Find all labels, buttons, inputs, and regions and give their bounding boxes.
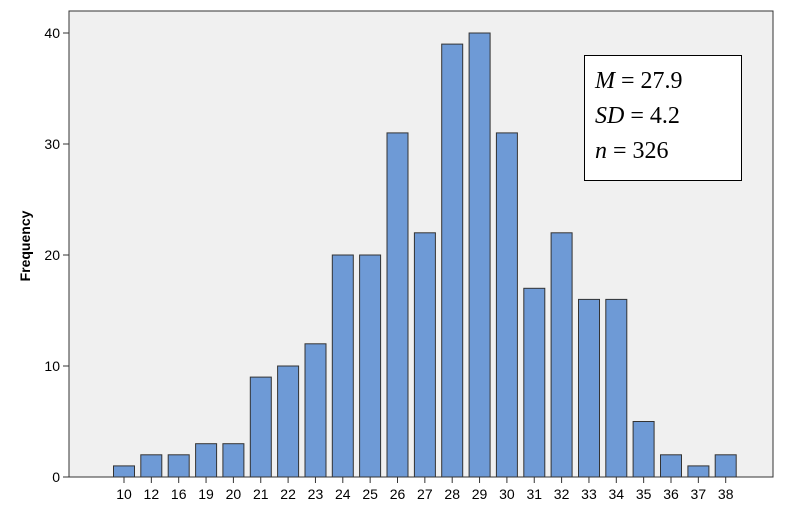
x-tick-label-30: 30 [499, 486, 515, 502]
x-tick-label-38: 38 [718, 486, 734, 502]
stat-n-symbol: n [595, 138, 607, 164]
bar-29 [468, 32, 491, 478]
bar-19 [195, 443, 218, 478]
bar-37 [687, 465, 710, 478]
y-tick-label-30: 30 [44, 136, 60, 152]
stats-annotation-box: M = 27.9 SD = 4.2 n = 326 [584, 55, 742, 181]
x-tick-label-33: 33 [581, 486, 597, 502]
bar-38 [714, 454, 737, 478]
bar-20 [222, 443, 245, 478]
bar-31 [523, 287, 546, 478]
bar-30 [495, 132, 518, 478]
bar-26 [386, 132, 409, 478]
x-axis: 10 12 16 19 20 21 22 23 24 25 26 27 28 29 30 31 32 33 34 35… [116, 477, 734, 502]
bar-25 [359, 254, 382, 478]
x-tick-label-25: 25 [362, 486, 378, 502]
stat-sd-value: = 4.2 [624, 103, 680, 129]
x-tick-label-10: 10 [116, 486, 132, 502]
stat-sd: SD = 4.2 [595, 99, 741, 134]
x-tick-label-35: 35 [636, 486, 652, 502]
bar-32 [550, 232, 573, 478]
bar-33 [578, 298, 600, 478]
bar-36 [660, 454, 682, 478]
stat-mean-symbol: M [595, 68, 615, 94]
x-tick-label-19: 19 [198, 486, 214, 502]
stat-mean-value: = 27.9 [615, 68, 683, 94]
bar-28 [441, 43, 464, 478]
bar-12 [140, 454, 163, 478]
x-tick-label-20: 20 [226, 486, 242, 502]
stat-mean: M = 27.9 [595, 64, 741, 99]
bar-24 [331, 254, 354, 478]
bars [113, 32, 737, 478]
y-tick-label-40: 40 [44, 25, 60, 41]
x-tick-label-22: 22 [280, 486, 296, 502]
bar-27 [413, 232, 436, 478]
x-tick-label-21: 21 [253, 486, 269, 502]
bar-10 [113, 465, 135, 478]
x-tick-label-28: 28 [444, 486, 460, 502]
bar-23 [304, 343, 327, 478]
y-tick-label-10: 10 [44, 358, 60, 374]
y-axis: 0 10 20 30 40 [44, 25, 69, 485]
y-axis-label: Frequency [17, 210, 33, 281]
y-tick-label-0: 0 [52, 469, 60, 485]
x-tick-label-16: 16 [171, 486, 187, 502]
bar-35 [632, 421, 655, 478]
x-tick-label-26: 26 [390, 486, 406, 502]
bar-21 [249, 376, 272, 478]
stat-n-value: = 326 [607, 138, 669, 164]
x-tick-label-34: 34 [609, 486, 625, 502]
bar-34 [605, 298, 628, 478]
x-tick-label-23: 23 [308, 486, 324, 502]
x-tick-label-36: 36 [663, 486, 679, 502]
x-tick-label-32: 32 [554, 486, 570, 502]
x-tick-label-37: 37 [691, 486, 707, 502]
x-tick-label-24: 24 [335, 486, 351, 502]
x-tick-label-31: 31 [526, 486, 542, 502]
stat-n: n = 326 [595, 134, 741, 169]
x-tick-label-12: 12 [144, 486, 160, 502]
stat-sd-symbol: SD [595, 103, 625, 129]
y-tick-label-20: 20 [44, 247, 60, 263]
x-tick-label-27: 27 [417, 486, 433, 502]
x-tick-label-29: 29 [472, 486, 488, 502]
bar-16 [167, 454, 190, 478]
bar-22 [277, 365, 300, 478]
